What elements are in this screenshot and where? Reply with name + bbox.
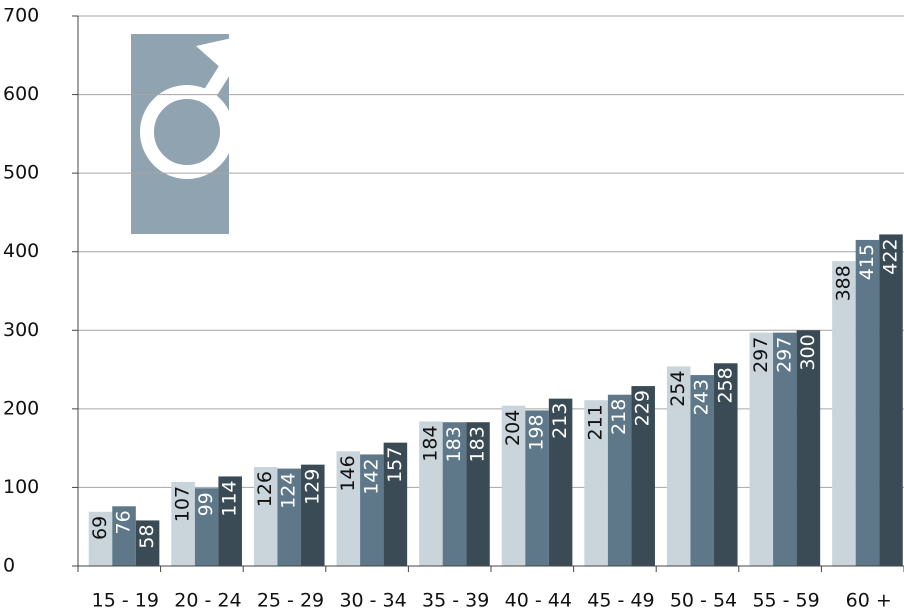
bar — [171, 481, 195, 566]
bar — [88, 511, 113, 566]
bar — [855, 239, 880, 566]
bar — [466, 422, 490, 566]
bar — [501, 405, 526, 566]
bar — [548, 398, 573, 566]
bar — [525, 410, 549, 566]
data-label: 157 — [384, 447, 406, 483]
data-label: 198 — [526, 414, 548, 450]
male-icon — [131, 34, 250, 234]
y-tick-label: 400 — [3, 240, 39, 262]
bar — [666, 366, 691, 566]
y-tick-label: 700 — [3, 5, 39, 27]
data-label: 107 — [172, 486, 194, 522]
bar — [419, 421, 443, 566]
data-label: 388 — [832, 265, 854, 301]
data-label: 146 — [337, 455, 359, 491]
data-label: 76 — [113, 510, 135, 534]
data-label: 229 — [632, 390, 654, 426]
bar — [218, 476, 242, 566]
data-label: 213 — [549, 403, 571, 439]
bar — [112, 506, 136, 566]
x-tick-label: 50 - 54 — [670, 590, 737, 610]
data-label: 126 — [254, 471, 276, 507]
data-label: 124 — [278, 473, 300, 509]
bar — [749, 332, 774, 566]
bar — [301, 464, 325, 566]
y-tick-label: 0 — [3, 555, 15, 577]
x-tick-label: 25 - 29 — [257, 590, 324, 610]
data-label: 254 — [667, 370, 689, 406]
bar — [690, 375, 715, 566]
bar — [879, 234, 903, 566]
data-label: 297 — [773, 337, 795, 373]
data-label: 415 — [856, 244, 878, 280]
data-label: 69 — [89, 516, 111, 540]
x-tick-label: 20 - 24 — [174, 590, 241, 610]
y-tick-label: 100 — [3, 476, 39, 498]
bar — [442, 422, 467, 566]
bar — [796, 330, 821, 566]
data-label: 258 — [714, 367, 736, 403]
y-tick-label: 600 — [3, 83, 39, 105]
bar — [607, 394, 632, 566]
x-tick-label: 30 - 34 — [339, 590, 406, 610]
bar — [253, 467, 278, 566]
data-label: 142 — [360, 458, 382, 494]
bar — [714, 363, 738, 566]
bar — [773, 332, 797, 566]
data-label: 99 — [195, 492, 217, 516]
data-label: 129 — [301, 469, 323, 505]
y-tick-label: 200 — [3, 397, 39, 419]
data-label: 58 — [136, 524, 158, 548]
data-label: 211 — [585, 404, 607, 440]
bar — [194, 488, 219, 566]
data-label: 183 — [443, 426, 465, 462]
data-label: 243 — [691, 379, 713, 415]
x-tick-label: 15 - 19 — [92, 590, 159, 610]
bar — [383, 442, 408, 566]
bar — [336, 451, 361, 566]
y-tick-label: 300 — [3, 319, 39, 341]
data-label: 218 — [608, 399, 630, 435]
x-tick-label: 55 - 59 — [752, 590, 819, 610]
data-label: 114 — [219, 480, 241, 516]
x-tick-label: 45 - 49 — [587, 590, 654, 610]
x-tick-label: 60 + — [846, 590, 892, 610]
x-tick-label: 40 - 44 — [505, 590, 572, 610]
data-label: 297 — [750, 337, 772, 373]
data-label: 204 — [502, 410, 524, 446]
bar — [360, 454, 384, 566]
bar — [277, 468, 302, 566]
bar — [584, 400, 608, 566]
data-label: 183 — [466, 426, 488, 462]
data-label: 184 — [419, 425, 441, 461]
data-label: 300 — [797, 334, 819, 370]
data-label: 422 — [879, 238, 901, 274]
bar — [832, 261, 856, 566]
bar — [135, 520, 160, 566]
y-tick-label: 500 — [3, 162, 39, 184]
bar — [631, 386, 655, 566]
x-tick-label: 35 - 39 — [422, 590, 489, 610]
